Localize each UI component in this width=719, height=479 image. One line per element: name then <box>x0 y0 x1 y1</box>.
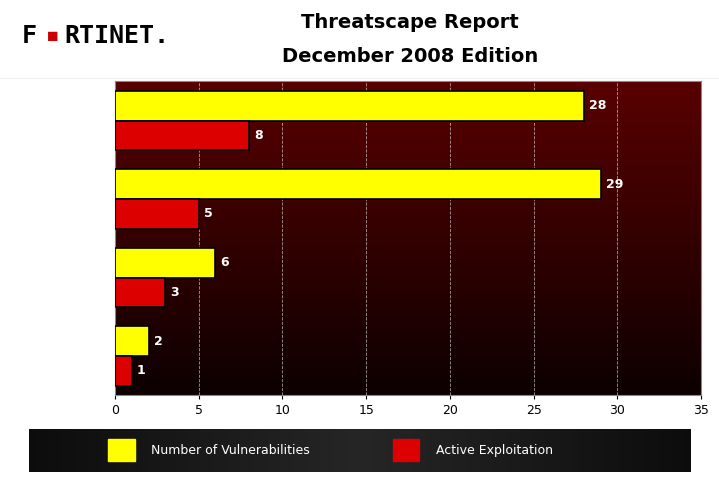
Y-axis label: Severity: Severity <box>25 203 40 274</box>
Bar <box>115 248 216 277</box>
Text: Number of Vulnerabilities: Number of Vulnerabilities <box>151 444 310 457</box>
Text: 6: 6 <box>221 256 229 269</box>
Bar <box>115 356 132 386</box>
Text: Active Exploitation: Active Exploitation <box>436 444 553 457</box>
Text: ◼: ◼ <box>47 29 58 43</box>
Bar <box>115 277 165 308</box>
Text: 5: 5 <box>203 207 213 220</box>
Text: 8: 8 <box>254 129 262 142</box>
Bar <box>115 121 249 150</box>
Text: 28: 28 <box>589 99 606 112</box>
Text: 2: 2 <box>154 334 162 348</box>
Text: F: F <box>22 23 37 47</box>
Text: 29: 29 <box>605 178 623 191</box>
Bar <box>108 440 134 461</box>
Bar <box>115 91 584 121</box>
Bar <box>115 199 198 229</box>
Text: December 2008 Edition: December 2008 Edition <box>282 47 538 67</box>
Bar <box>115 326 149 356</box>
Text: Threatscape Report: Threatscape Report <box>301 12 518 32</box>
Text: ◼: ◼ <box>47 29 58 43</box>
Bar <box>393 440 419 461</box>
Bar <box>115 169 600 199</box>
Text: 1: 1 <box>137 365 145 377</box>
Text: 3: 3 <box>170 286 179 299</box>
Text: RTINET.: RTINET. <box>65 23 170 47</box>
